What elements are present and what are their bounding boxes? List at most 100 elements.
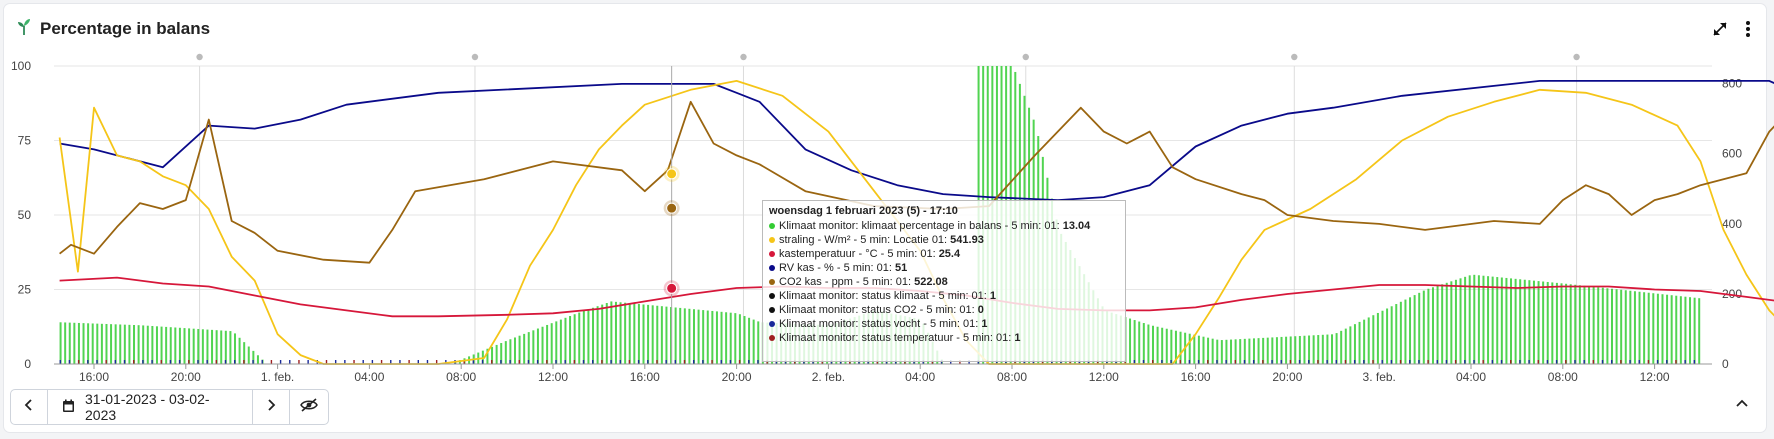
bar — [151, 326, 154, 364]
status-mark — [692, 360, 695, 364]
bar — [1464, 276, 1467, 364]
bar — [68, 322, 71, 364]
status-mark — [1638, 360, 1640, 364]
compare-toggle-button[interactable] — [290, 390, 328, 424]
bar — [578, 312, 581, 364]
status-mark — [775, 360, 778, 364]
status-mark — [1317, 360, 1319, 364]
status-mark — [1243, 360, 1246, 364]
next-period-button[interactable] — [253, 390, 290, 424]
status-mark — [1399, 360, 1402, 364]
status-mark — [1298, 360, 1301, 364]
collapse-button[interactable] — [1730, 392, 1754, 416]
status-mark — [481, 360, 484, 364]
status-mark — [1207, 360, 1209, 364]
bar — [1510, 278, 1513, 364]
bar — [1629, 290, 1632, 364]
tooltip-label: Klimaat monitor: status temperatuur - 5 … — [779, 332, 1015, 344]
tooltip-value: 1 — [1014, 332, 1021, 344]
bar — [1661, 294, 1664, 364]
bar — [188, 328, 191, 364]
status-mark — [674, 360, 677, 364]
bar — [1381, 310, 1384, 364]
tooltip-label: RV kas - % - 5 min: 01: — [779, 262, 895, 274]
kebab-menu-icon[interactable] — [1737, 18, 1759, 40]
bar — [1537, 281, 1540, 364]
x-tick-label: 12:00 — [1640, 370, 1670, 384]
status-mark — [1087, 360, 1090, 364]
bar — [1546, 281, 1549, 364]
status-mark — [133, 360, 135, 364]
bar — [1487, 276, 1490, 364]
bar — [1363, 319, 1366, 364]
bar — [77, 322, 80, 364]
date-range-button[interactable]: 31-01-2023 - 03-02-2023 — [48, 390, 253, 424]
bar — [1298, 335, 1301, 364]
x-tick-label: 04:00 — [905, 370, 935, 384]
status-mark — [1363, 360, 1365, 364]
status-mark — [1271, 360, 1273, 364]
page-title: Percentage in balans — [40, 19, 211, 38]
tooltip-label: Klimaat monitor: status CO2 - 5 min: 01: — [779, 304, 978, 316]
bar — [1473, 274, 1476, 364]
bar — [1303, 335, 1306, 364]
bar — [133, 325, 136, 364]
status-mark — [1023, 360, 1025, 364]
bar — [1386, 308, 1389, 364]
status-mark — [913, 360, 915, 364]
bar — [1445, 282, 1448, 364]
status-mark — [1060, 360, 1062, 364]
bar — [757, 321, 760, 364]
bar — [1133, 320, 1136, 364]
tooltip-label: kastemperatuur - °C - 5 min: 01: — [779, 248, 939, 260]
bar — [1551, 282, 1554, 364]
bar — [224, 330, 227, 364]
status-mark — [1197, 360, 1200, 364]
bar — [1436, 285, 1439, 364]
bar — [1280, 336, 1283, 364]
legend-dot — [769, 321, 775, 328]
bar — [1275, 337, 1278, 364]
expand-icon[interactable] — [1709, 18, 1731, 40]
bar — [1454, 279, 1457, 364]
bar — [243, 342, 246, 364]
status-mark — [582, 360, 585, 364]
status-mark — [197, 360, 199, 364]
status-mark — [849, 360, 851, 364]
bar — [1523, 279, 1526, 364]
status-mark — [289, 360, 291, 364]
bar — [1422, 290, 1425, 364]
status-mark — [1381, 360, 1383, 364]
bar — [491, 346, 494, 364]
tooltip-label: straling - W/m² - 5 min: Locatie 01: — [779, 234, 951, 246]
bar — [610, 301, 613, 364]
status-mark — [325, 360, 328, 364]
status-mark — [77, 360, 80, 364]
status-mark — [1151, 360, 1154, 364]
status-mark — [564, 360, 566, 364]
status-mark — [1409, 360, 1411, 364]
bar — [1491, 276, 1494, 364]
status-mark — [1491, 360, 1494, 364]
status-mark — [784, 360, 787, 364]
x-tick-label: 08:00 — [997, 370, 1027, 384]
status-mark — [950, 360, 952, 364]
previous-period-button[interactable] — [11, 390, 48, 424]
status-mark — [1372, 360, 1374, 364]
status-mark — [619, 360, 621, 364]
bar — [87, 323, 90, 364]
bar — [1413, 295, 1416, 364]
sun-icon — [471, 53, 479, 61]
status-mark — [720, 360, 722, 364]
y-tick-label: 50 — [18, 208, 32, 222]
legend-dot — [769, 293, 775, 300]
bar — [647, 304, 650, 364]
bar — [1643, 292, 1646, 364]
bar — [1542, 281, 1545, 364]
bar — [1230, 339, 1233, 364]
bar — [1395, 304, 1398, 364]
sun-icon — [1022, 53, 1029, 61]
tooltip-label: Klimaat monitor: status klimaat - 5 min:… — [779, 290, 990, 302]
status-mark — [491, 360, 493, 364]
tooltip-value: 0 — [977, 304, 984, 316]
